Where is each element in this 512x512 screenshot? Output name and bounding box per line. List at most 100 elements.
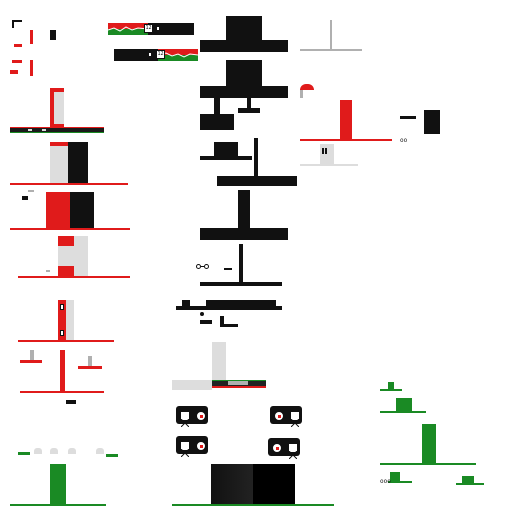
silhouette-brim-2 [200,86,288,98]
banner-green-band [158,55,198,61]
gray-pole [330,20,332,50]
corner-mark [12,20,22,22]
red-center-post [60,350,65,392]
conveyor-load [228,381,248,385]
glasses-icon [196,262,210,270]
belt-marker [42,129,46,131]
silhouette-box [214,142,238,158]
corner-mark [12,20,14,28]
green-box [396,398,412,412]
red-tower-bottom [58,266,74,276]
control-panel [268,438,300,460]
gray-chute-arm [172,380,212,390]
column-window [60,304,64,310]
banner-square [148,52,152,57]
machine-cabinet [50,142,70,184]
green-floor-line [10,504,106,506]
silhouette-tower-base [200,228,288,240]
banner-wave [158,52,198,58]
banner-badge: 12 [144,24,153,33]
dial-icon [196,411,206,421]
gray-bump [34,448,42,454]
black-dash [400,116,416,119]
silhouette-mini-base [200,320,212,324]
red-pillar [340,100,352,140]
green-small-floor [380,389,402,391]
silhouette-shelf [200,156,252,160]
black-cabinet-large [70,192,94,228]
silhouette-dot [200,312,204,316]
silhouette-thin-base [200,282,282,286]
red-bracket-icon [12,60,22,63]
fan-icon [290,411,300,428]
silhouette-base [200,114,234,130]
banner-top: 12 [108,23,194,35]
silhouette-pole [254,138,258,178]
banner-badge: 12 [156,50,165,59]
small-figure [22,196,28,200]
red-bracket-icon [14,44,22,47]
red-machine-panel [54,92,64,124]
green-small-post [388,382,394,390]
banner-red-band [158,49,198,55]
narrow-column-red [58,300,66,340]
green-flag-right [106,454,118,457]
silhouette-brim-1 [200,40,288,52]
silhouette-top-hat-1 [226,16,262,42]
red-tower-top [58,236,74,246]
red-pin-icon [30,30,33,44]
silhouette-bar [217,176,297,186]
green-small-block [390,472,400,482]
belt-marker [28,129,32,131]
dial-icon [272,443,282,453]
silhouette-stem [247,98,251,108]
silhouette-long-shelf [196,306,282,310]
banner-bottom: 12 [114,49,198,61]
banner-green-band [108,29,148,35]
gray-floor [300,49,362,51]
green-tall-tower [422,424,436,464]
gray-locker [320,144,334,164]
banner-red-band [108,23,148,29]
small-figure-shadow [28,190,34,192]
green-right-block [462,476,474,484]
red-floor-line [10,228,130,230]
silhouette-top-hat-2 [226,60,262,86]
tiny-dots: oo [400,137,408,144]
control-panel [176,436,208,458]
red-right-arm [78,366,102,369]
red-cabinet-large [46,192,72,228]
control-panel [176,406,208,428]
silhouette-thin-pole [239,244,243,284]
silhouette-step-base [176,306,198,310]
dial-icon [274,411,284,421]
gray-bump [50,448,58,454]
gray-chute [212,342,226,382]
banner-square [156,26,160,31]
gray-bump [68,448,76,454]
green-floor-line [172,504,334,506]
green-small-block-floor [388,481,412,483]
tiny-cart [66,400,76,404]
black-block-large [211,464,295,506]
black-block [424,110,440,134]
gray-dome-stem [300,90,303,98]
red-floor-line [18,276,130,278]
small-mark [46,270,50,272]
red-floor-line [10,183,128,185]
column-window [60,330,64,336]
red-machine-belt [10,127,104,133]
small-block-icon [50,30,56,40]
green-tall-floor [380,463,476,465]
control-panel [270,406,302,428]
red-pillar-floor [300,139,392,141]
red-dome [300,84,314,90]
machine-cabinet-strip [50,142,70,146]
top-left-red-icons [8,18,58,78]
red-bracket-icon [10,70,18,74]
gray-bump [96,448,104,454]
gray-left-post [30,350,34,360]
fan-icon [180,411,190,428]
green-flag-left [18,452,30,455]
silhouette-foot [238,108,260,113]
